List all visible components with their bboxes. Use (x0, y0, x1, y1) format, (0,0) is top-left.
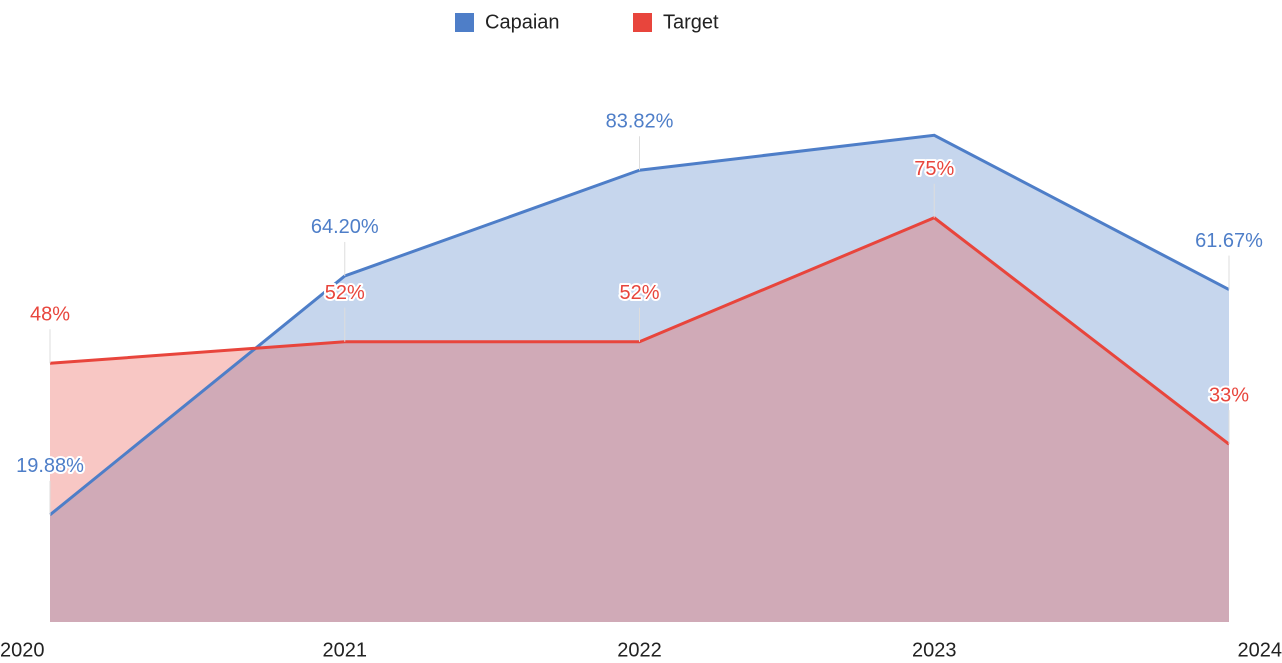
legend-label: Target (663, 11, 719, 33)
legend-label: Capaian (485, 11, 560, 33)
x-tick-label: 2023 (912, 639, 957, 661)
legend-swatch (455, 13, 474, 32)
data-label: 19.88% (16, 455, 84, 477)
x-tick-label: 2024 (1238, 639, 1282, 661)
legend-swatch (633, 13, 652, 32)
data-label: 61.67% (1195, 230, 1263, 252)
x-tick-label: 2022 (617, 639, 662, 661)
data-label: 64.20% (311, 216, 379, 238)
x-tick-label: 2020 (0, 639, 45, 661)
data-label: 83.82% (606, 110, 674, 132)
area (50, 217, 1229, 622)
data-label: 52% (325, 282, 365, 304)
area (50, 135, 1229, 622)
data-label: 52% (619, 282, 659, 304)
data-label: 75% (914, 158, 954, 180)
data-label: 48% (30, 304, 70, 326)
x-tick-label: 2021 (323, 639, 368, 661)
data-label: 33% (1209, 384, 1249, 406)
